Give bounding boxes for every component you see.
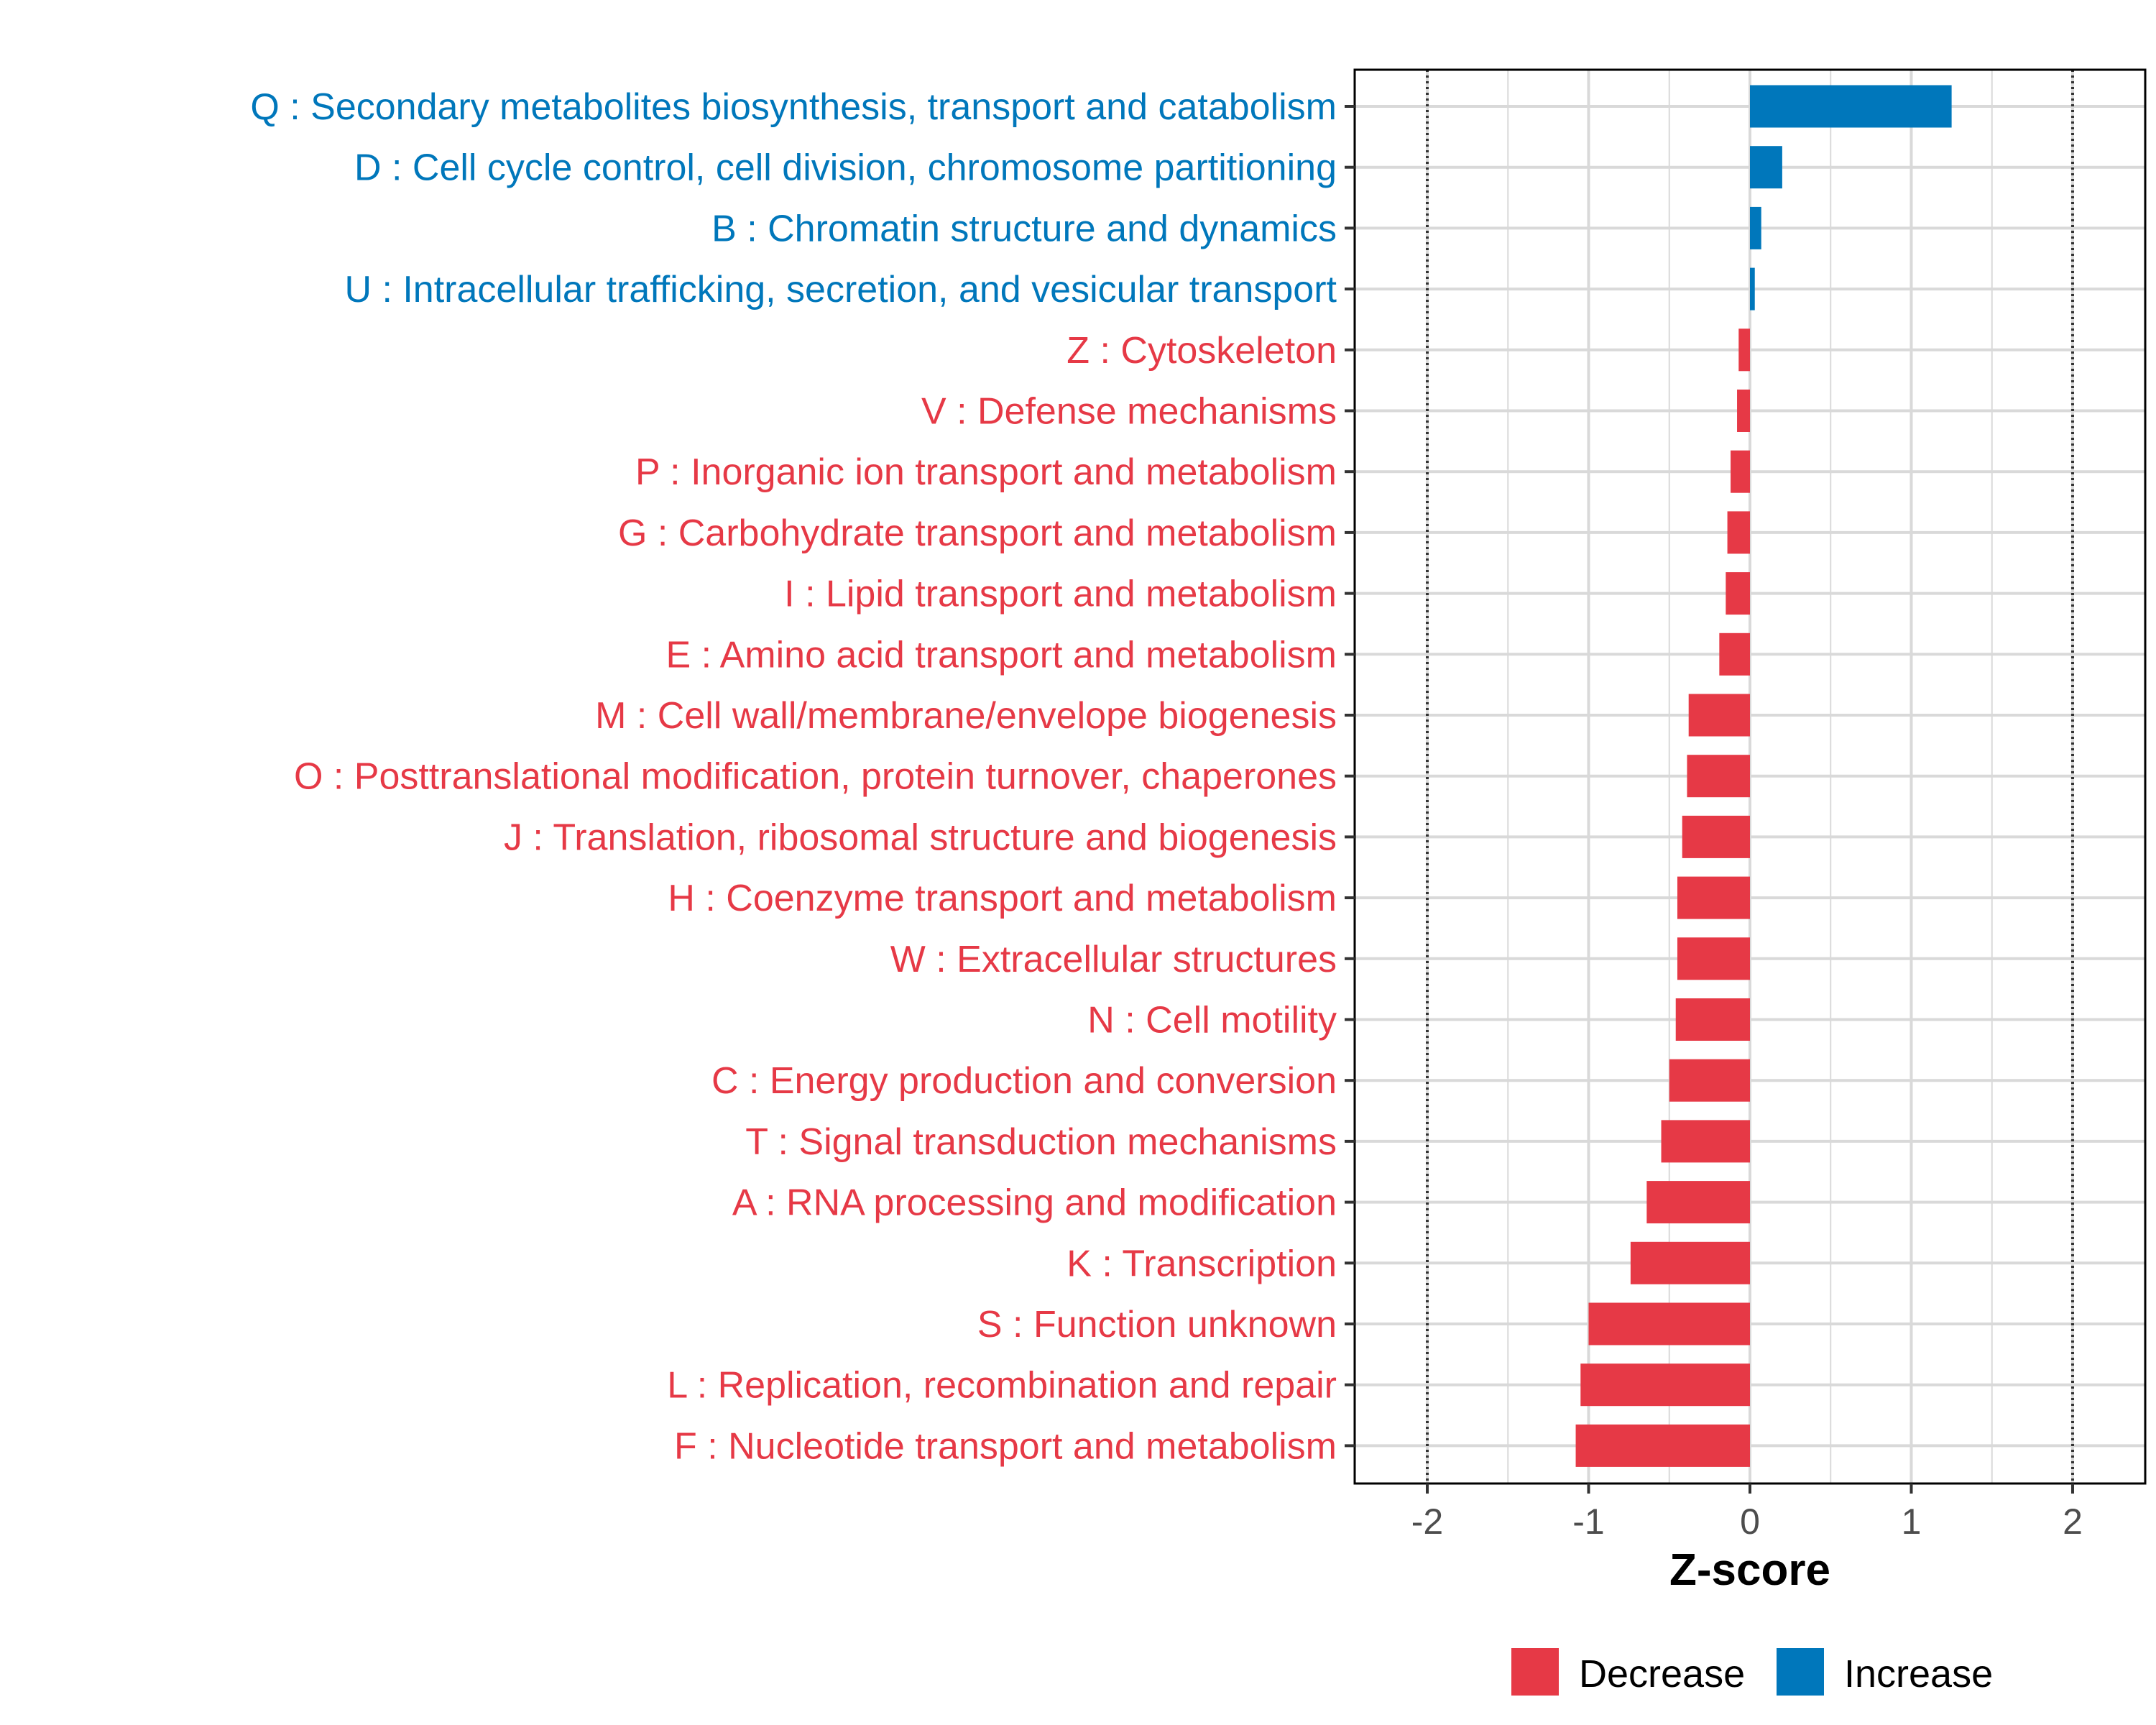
- category-label: T : Signal transduction mechanisms: [745, 1121, 1337, 1163]
- bar-m-cell-wall-membrane-envelope-biogenesis: [1688, 694, 1750, 737]
- bar-w-extracellular-structures: [1677, 937, 1750, 980]
- legend-swatch-increase: [1777, 1648, 1824, 1696]
- category-label: E : Amino acid transport and metabolism: [665, 634, 1337, 676]
- category-label: W : Extracellular structures: [890, 939, 1337, 980]
- x-tick-label: -2: [1411, 1501, 1443, 1542]
- bar-l-replication-recombination-and-repair: [1580, 1363, 1750, 1407]
- bar-z-cytoskeleton: [1738, 328, 1750, 372]
- bar-a-rna-processing-and-modification: [1646, 1181, 1750, 1224]
- bar-f-nucleotide-transport-and-metabolism: [1575, 1424, 1750, 1467]
- x-tick-label: 1: [1902, 1501, 1922, 1542]
- bar-c-energy-production-and-conversion: [1669, 1059, 1750, 1102]
- x-tick-label: -1: [1572, 1501, 1604, 1542]
- bar-j-translation-ribosomal-structure-and-biogenesis: [1682, 815, 1750, 858]
- bar-v-defense-mechanisms: [1737, 390, 1750, 432]
- category-label: J : Translation, ribosomal structure and…: [504, 816, 1337, 858]
- bar-b-chromatin-structure-and-dynamics: [1750, 206, 1761, 249]
- bar-d-cell-cycle-control-cell-division-chromosome-partitioning: [1750, 146, 1782, 189]
- bar-layer: [1575, 85, 1952, 1467]
- bar-h-coenzyme-transport-and-metabolism: [1677, 876, 1750, 919]
- bar-e-amino-acid-transport-and-metabolism: [1719, 632, 1750, 676]
- category-label: K : Transcription: [1067, 1243, 1337, 1284]
- category-label: Q : Secondary metabolites biosynthesis, …: [250, 86, 1337, 128]
- bar-u-intracellular-trafficking-secretion-and-vesicular-transport: [1750, 267, 1755, 310]
- bar-n-cell-motility: [1675, 998, 1750, 1041]
- category-label: I : Lipid transport and metabolism: [784, 574, 1337, 615]
- category-label: U : Intracellular trafficking, secretion…: [344, 269, 1337, 310]
- category-label: L : Replication, recombination and repai…: [667, 1365, 1337, 1407]
- category-label: P : Inorganic ion transport and metaboli…: [635, 451, 1337, 493]
- category-label: A : RNA processing and modification: [732, 1182, 1337, 1224]
- category-label: Z : Cytoskeleton: [1067, 330, 1337, 372]
- bar-o-posttranslational-modification-protein-turnover-chaperones: [1687, 755, 1750, 798]
- bar-i-lipid-transport-and-metabolism: [1726, 572, 1750, 615]
- legend: Decrease Increase: [1511, 1648, 1993, 1696]
- bar-p-inorganic-ion-transport-and-metabolism: [1731, 450, 1750, 493]
- category-label: C : Energy production and conversion: [711, 1060, 1337, 1102]
- x-axis-ticks: -2 -1 0 1 2: [1411, 1484, 2083, 1542]
- bar-g-carbohydrate-transport-and-metabolism: [1727, 511, 1750, 554]
- bar-k-transcription: [1630, 1241, 1750, 1284]
- category-label: H : Coenzyme transport and metabolism: [668, 878, 1337, 919]
- bar-q-secondary-metabolites-biosynthesis-transport-and-catabolism: [1750, 85, 1952, 128]
- x-tick-label: 2: [2063, 1501, 2083, 1542]
- category-label: N : Cell motility: [1087, 1000, 1337, 1041]
- legend-label-increase: Increase: [1844, 1652, 1993, 1696]
- legend-label-decrease: Decrease: [1579, 1652, 1745, 1696]
- bar-s-function-unknown: [1588, 1302, 1750, 1346]
- category-label: S : Function unknown: [977, 1304, 1337, 1346]
- category-label: B : Chromatin structure and dynamics: [711, 208, 1337, 249]
- category-label: V : Defense mechanisms: [921, 391, 1337, 433]
- bar-t-signal-transduction-mechanisms: [1661, 1120, 1750, 1163]
- legend-swatch-decrease: [1511, 1648, 1559, 1696]
- x-tick-label: 0: [1740, 1501, 1760, 1542]
- category-label: D : Cell cycle control, cell division, c…: [354, 147, 1337, 189]
- category-labels: Q : Secondary metabolites biosynthesis, …: [250, 86, 1337, 1467]
- category-label: O : Posttranslational modification, prot…: [294, 756, 1337, 798]
- y-axis-ticks: [1345, 105, 1355, 1448]
- x-axis-title: Z-score: [1669, 1545, 1830, 1595]
- category-label: M : Cell wall/membrane/envelope biogenes…: [595, 695, 1337, 737]
- category-label: G : Carbohydrate transport and metabolis…: [618, 512, 1337, 554]
- category-label: F : Nucleotide transport and metabolism: [674, 1425, 1337, 1467]
